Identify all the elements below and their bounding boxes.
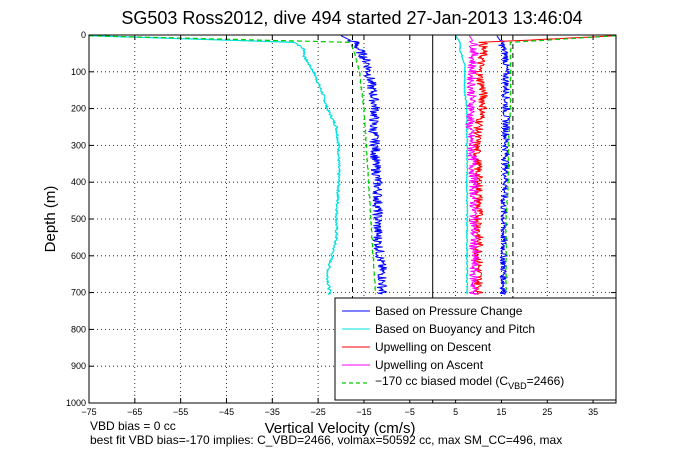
x-tick-label: 35 xyxy=(588,407,598,417)
legend-label-model-suffix: =2466) xyxy=(527,374,565,388)
legend-label-model-main: −170 cc biased model (C xyxy=(375,374,508,388)
x-tick-label: 25 xyxy=(542,407,552,417)
x-tick-label: −65 xyxy=(127,407,142,417)
legend-label-model-sub: VBD xyxy=(508,381,527,391)
legend-label-descent: Upwelling on Descent xyxy=(375,340,492,354)
series-upwelling-descent-line xyxy=(472,35,617,295)
series-buoyancy-descent-line xyxy=(88,35,341,295)
y-tick-label: 600 xyxy=(71,251,86,261)
series-pressure-ascent-line xyxy=(496,35,511,295)
x-tick-label: −5 xyxy=(405,407,415,417)
legend-label-pressure: Based on Pressure Change xyxy=(375,304,523,318)
legend: Based on Pressure Change Based on Buoyan… xyxy=(334,297,617,401)
x-axis-label: Vertical Velocity (cm/s) xyxy=(265,420,416,437)
y-tick-label: 300 xyxy=(71,140,86,150)
legend-label-ascent: Upwelling on Ascent xyxy=(375,358,484,372)
x-tick-label: −75 xyxy=(81,407,96,417)
y-axis: 0 100 200 300 400 500 600 700 800 900 1000 xyxy=(66,30,616,408)
y-axis-label: Depth (m) xyxy=(42,186,59,253)
series-model-ascent-line xyxy=(505,35,617,295)
y-tick-label: 1000 xyxy=(66,398,86,408)
x-tick-label: 15 xyxy=(496,407,506,417)
legend-box xyxy=(334,297,617,401)
series-layer xyxy=(88,35,617,295)
y-tick-label: 400 xyxy=(71,177,86,187)
x-tick-label: −45 xyxy=(219,407,234,417)
series-model-descent-line xyxy=(88,35,377,295)
y-tick-label: 800 xyxy=(71,324,86,334)
chart-title: SG503 Ross2012, dive 494 started 27-Jan-… xyxy=(121,8,582,28)
y-tick-label: 0 xyxy=(81,30,86,40)
x-tick-label: −15 xyxy=(356,407,371,417)
legend-label-buoyancy: Based on Buoyancy and Pitch xyxy=(375,322,535,336)
y-tick-label: 900 xyxy=(71,361,86,371)
y-tick-label: 100 xyxy=(71,67,86,77)
best-fit-note: best fit VBD bias=-170 implies: C_VBD=24… xyxy=(90,433,563,447)
x-tick-label: −55 xyxy=(173,407,188,417)
series-pressure-descent-line xyxy=(340,35,388,295)
x-tick-label: 5 xyxy=(453,407,458,417)
y-tick-label: 700 xyxy=(71,288,86,298)
x-tick-label: −25 xyxy=(310,407,325,417)
y-tick-label: 200 xyxy=(71,104,86,114)
legend-label-model: −170 cc biased model (CVBD=2466) xyxy=(375,374,564,391)
series-upwelling-ascent-line xyxy=(465,35,479,295)
x-tick-label: −35 xyxy=(265,407,280,417)
y-tick-label: 500 xyxy=(71,214,86,224)
vbd-bias-note: VBD bias = 0 cc xyxy=(90,419,176,433)
x-axis: −75 −65 −55 −45 −35 −25 −15 −5 5 15 25 35 xyxy=(81,35,598,417)
series-buoyancy-ascent-line xyxy=(455,35,469,295)
